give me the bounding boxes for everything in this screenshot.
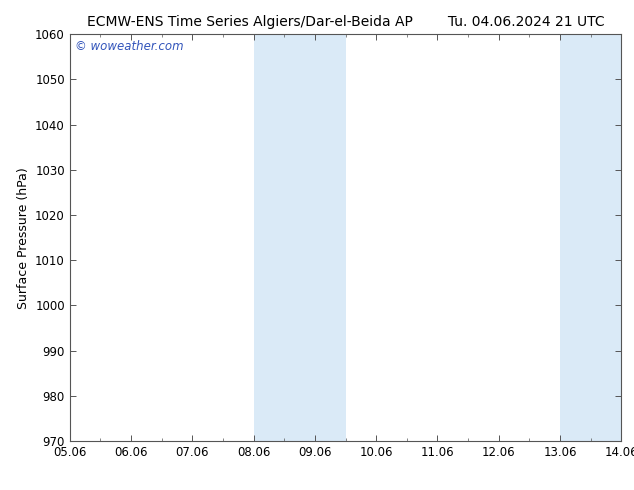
- Text: © woweather.com: © woweather.com: [75, 40, 184, 53]
- Bar: [254, 34, 346, 441]
- Bar: [560, 34, 621, 441]
- Y-axis label: Surface Pressure (hPa): Surface Pressure (hPa): [16, 167, 30, 309]
- Title: ECMW-ENS Time Series Algiers/Dar-el-Beida AP        Tu. 04.06.2024 21 UTC: ECMW-ENS Time Series Algiers/Dar-el-Beid…: [87, 15, 604, 29]
